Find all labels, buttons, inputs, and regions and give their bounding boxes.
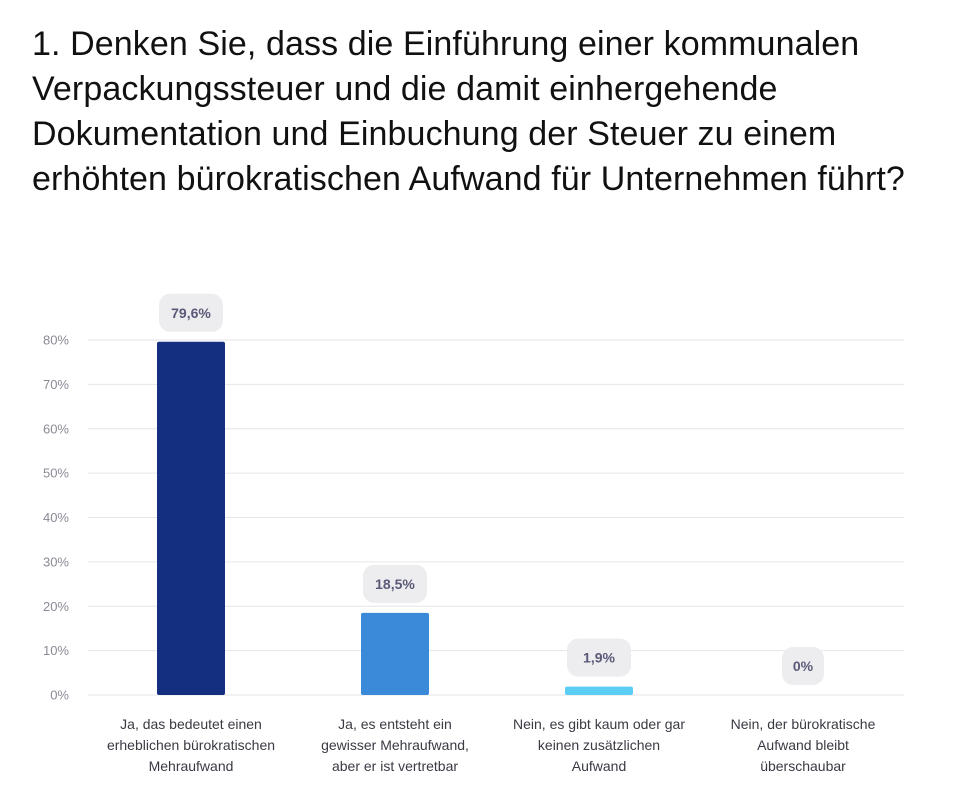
y-axis-ticks: 0% 10% 20% 30% 40% 50% 60% 70% 80%	[43, 333, 69, 703]
category-labels: Ja, das bedeutet einen erheblichen bürokr…	[107, 716, 876, 774]
category-label: Mehraufwand	[149, 758, 234, 774]
y-tick-label: 50%	[43, 466, 69, 481]
data-label: 18,5%	[375, 576, 415, 592]
y-tick-label: 80%	[43, 333, 69, 348]
data-label-bubble	[782, 647, 824, 685]
bar	[361, 612, 429, 695]
y-tick-label: 30%	[43, 554, 69, 569]
category-label: keinen zusätzlichen	[538, 737, 660, 753]
category-label: Aufwand	[572, 758, 626, 774]
category-label: gewisser Mehraufwand,	[321, 737, 469, 753]
data-label: 0%	[793, 658, 814, 674]
data-label: 1,9%	[583, 650, 615, 666]
category-label: erheblichen bürokratischen	[107, 737, 275, 753]
y-tick-label: 60%	[43, 421, 69, 436]
data-label-bubble	[567, 638, 631, 677]
category-label: Nein, der bürokratische	[731, 716, 876, 732]
category-label: überschaubar	[760, 758, 846, 774]
category-label: Nein, es gibt kaum oder gar	[513, 716, 685, 732]
bars	[157, 341, 633, 695]
data-label-bubble	[363, 564, 427, 603]
y-tick-label: 10%	[43, 643, 69, 658]
chart-title: 1. Denken Sie, dass die Einführung einer…	[32, 25, 905, 198]
data-labels: 79,6% 18,5% 1,9% 0%	[159, 293, 824, 685]
y-tick-label: 70%	[43, 377, 69, 392]
bar	[565, 686, 633, 695]
y-tick-label: 20%	[43, 599, 69, 614]
bar	[157, 341, 225, 695]
y-tick-label: 40%	[43, 510, 69, 525]
category-label: aber er ist vertretbar	[332, 758, 458, 774]
y-tick-label: 0%	[50, 688, 69, 703]
category-label: Ja, das bedeutet einen	[120, 716, 262, 732]
category-label: Aufwand bleibt	[757, 737, 849, 753]
data-label: 79,6%	[171, 305, 211, 321]
data-label-bubble	[159, 293, 223, 332]
category-label: Ja, es entsteht ein	[338, 716, 452, 732]
